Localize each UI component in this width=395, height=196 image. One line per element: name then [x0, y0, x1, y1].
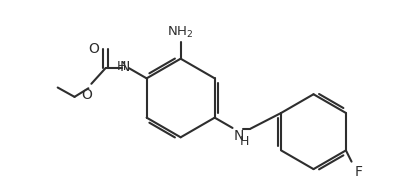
Text: F: F [354, 165, 362, 179]
Text: H: H [240, 135, 249, 148]
Text: O: O [88, 42, 99, 56]
Text: H: H [117, 60, 126, 73]
Text: O: O [81, 88, 92, 102]
Text: N: N [233, 129, 244, 143]
Text: NH$_2$: NH$_2$ [167, 25, 194, 40]
Text: N: N [120, 60, 130, 74]
